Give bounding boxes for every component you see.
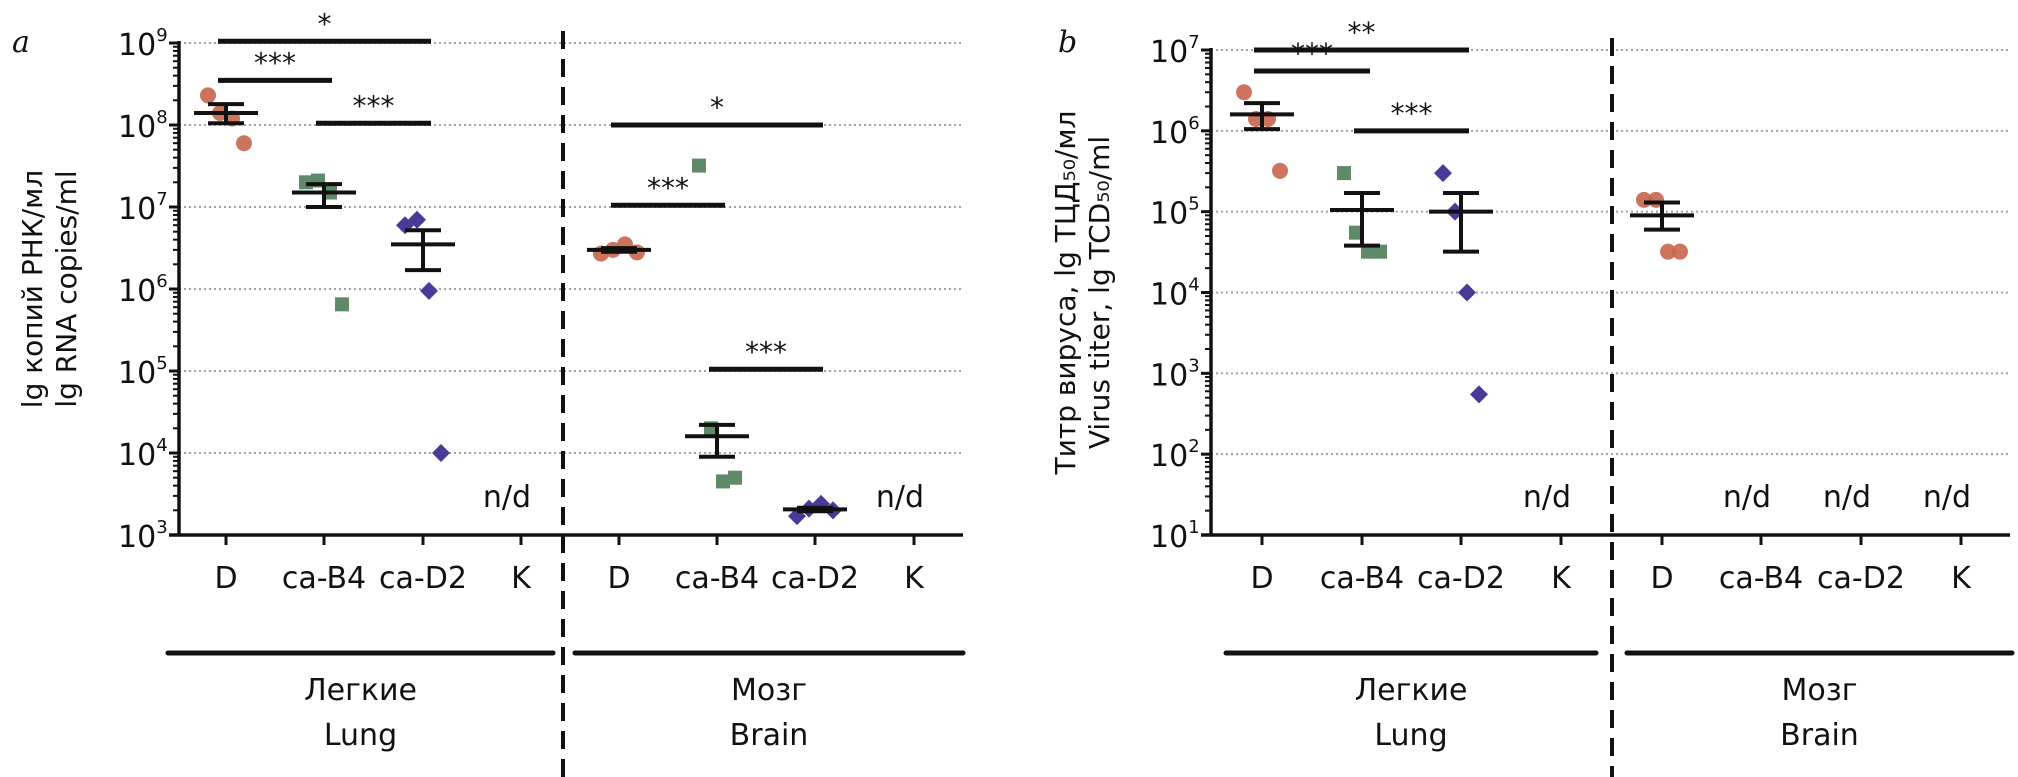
x-tick-label: ca-D2 [1817,561,1905,596]
not-detected-label: n/d [1523,480,1571,515]
not-detected-label: n/d [876,480,924,515]
x-tick-label: ca-D2 [379,561,467,596]
y-tick-label: 105 [118,353,168,391]
y-tick-label: 103 [1150,355,1200,393]
y-tick-label: 108 [118,107,168,145]
data-point-diamond [1434,164,1452,183]
significance-label: *** [254,46,296,79]
data-point-square [1349,225,1363,240]
y-tick-label: 107 [1150,32,1200,70]
x-tick-label: K [1551,561,1572,596]
group-label-ru: Легкие [1355,673,1468,708]
data-point-circle [1272,162,1288,179]
x-tick-label: D [214,561,237,596]
group-label-en: Brain [730,718,809,753]
y-tick-label: 109 [118,25,168,63]
y-tick-label: 102 [1150,436,1200,474]
not-detected-label: n/d [1823,480,1871,515]
data-point-diamond [1470,385,1488,404]
group-label-ru: Мозг [1782,673,1858,708]
group-label-en: Brain [1780,718,1859,753]
y-tick-label: 104 [118,435,168,473]
data-point-diamond [788,507,806,526]
data-point-diamond [1458,283,1476,302]
data-point-circle [1236,84,1252,101]
y-tick-label: 106 [118,271,168,309]
x-tick-label: ca-B4 [1719,561,1803,596]
data-point-square [1361,244,1375,259]
x-tick-label: K [511,561,532,596]
x-tick-label: ca-D2 [771,561,859,596]
significance-label: *** [353,89,395,122]
data-point-square [692,158,706,173]
x-tick-label: ca-D2 [1417,561,1505,596]
data-point-diamond [420,281,438,300]
data-point-square [1373,244,1387,259]
significance-label: * [710,91,724,124]
data-point-circle [1672,243,1688,260]
data-point-circle [236,135,252,152]
significance-label: ** [1348,16,1376,49]
y-axis-label: Титр вируса, lg ТЦД₅₀/мл [1049,111,1082,476]
x-tick-label: K [1951,561,1972,596]
significance-label: *** [1391,97,1433,130]
data-point-square [728,470,742,485]
data-point-square [1337,166,1351,181]
y-tick-label: 107 [118,189,168,227]
not-detected-label: n/d [1723,480,1771,515]
panel-letter: b [1058,25,1077,60]
data-point-circle [200,87,216,104]
data-point-diamond [408,210,426,229]
x-tick-label: D [607,561,630,596]
group-label-ru: Мозг [731,673,807,708]
significance-label: *** [745,335,787,368]
group-label-en: Lung [1374,718,1447,753]
y-tick-label: 104 [1150,275,1200,313]
data-point-square [335,297,349,312]
significance-label: *** [1291,37,1333,70]
panel-letter: a [12,25,30,60]
x-tick-label: K [904,561,925,596]
y-axis-label: Virus titer, lg TCD₅₀/ml [1083,136,1116,449]
x-tick-label: ca-B4 [1320,561,1404,596]
x-tick-label: ca-B4 [675,561,759,596]
x-tick-label: D [1250,561,1273,596]
group-label-ru: Легкие [304,673,417,708]
not-detected-label: n/d [1923,480,1971,515]
data-point-circle [1660,243,1676,260]
y-tick-label: 101 [1150,517,1200,555]
y-tick-label: 103 [118,517,168,555]
y-tick-label: 105 [1150,194,1200,232]
y-axis-label: lg RNA copies/ml [50,170,83,407]
group-label-en: Lung [324,718,397,753]
significance-label: *** [647,171,689,204]
significance-label: * [318,7,332,40]
not-detected-label: n/d [483,480,531,515]
y-axis-label: lg копий РНК/мл [16,170,49,408]
data-point-square [716,474,730,489]
data-point-diamond [432,444,450,462]
x-tick-label: D [1650,561,1673,596]
y-tick-label: 106 [1150,113,1200,151]
x-tick-label: ca-B4 [282,561,366,596]
